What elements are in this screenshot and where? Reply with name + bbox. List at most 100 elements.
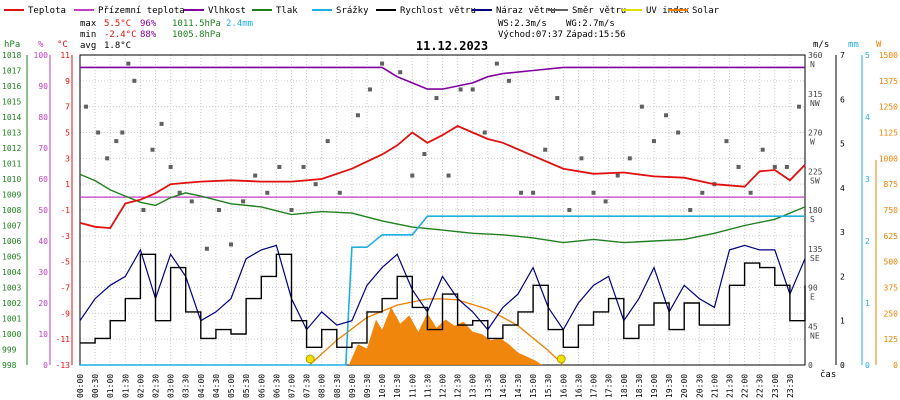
x-tick: 21:30 xyxy=(725,374,734,398)
solar-tick: 875 xyxy=(884,180,899,189)
x-tick: 12:30 xyxy=(454,374,463,398)
dir-tick-label: SE xyxy=(810,254,820,263)
x-tick: 14:30 xyxy=(514,374,523,398)
x-tick: 01:00 xyxy=(106,374,115,398)
x-tick: 19:00 xyxy=(650,374,659,398)
wind-dir-point xyxy=(301,164,306,169)
press-tick: 1000 xyxy=(2,330,21,339)
wind-dir-point xyxy=(615,173,620,178)
press-tick: 1014 xyxy=(2,113,21,122)
wind-dir-point xyxy=(760,147,765,152)
stat-hum: 88% xyxy=(140,30,157,40)
dir-tick-label: SW xyxy=(810,176,820,185)
x-tick: 03:30 xyxy=(182,374,191,398)
hum-tick: 100 xyxy=(34,51,49,60)
x-tick: 17:00 xyxy=(590,374,599,398)
humidity-line xyxy=(80,66,805,90)
wind-dir-point xyxy=(189,199,194,204)
solar-tick: 1000 xyxy=(879,154,898,163)
x-tick: 15:00 xyxy=(529,374,538,398)
legend-item: Tlak xyxy=(252,6,298,16)
temp-tick: -11 xyxy=(56,335,71,344)
press-tick: 1005 xyxy=(2,253,21,262)
solar-tick: 1375 xyxy=(879,77,898,86)
wind-dir-point xyxy=(368,87,372,92)
wind-dir-point xyxy=(84,104,89,109)
hum-tick: 30 xyxy=(38,268,48,277)
legend-item: Směr větru xyxy=(548,6,626,16)
temp-tick: 3 xyxy=(65,154,70,163)
axes: hPa% °C m/s mm W1018101710161015101410131012… xyxy=(2,40,898,398)
wind-unit: m/s xyxy=(813,40,829,50)
x-tick: 18:30 xyxy=(635,374,644,398)
wind-dir-point xyxy=(120,130,125,135)
x-tick: 05:00 xyxy=(227,374,236,398)
solar-tick: 1250 xyxy=(879,103,898,112)
dir-tick-label: N xyxy=(810,60,815,69)
x-tick: 23:30 xyxy=(786,374,795,398)
rain-tick: 5 xyxy=(865,51,870,60)
wind-dir-point xyxy=(651,139,656,144)
wind-tick: 7 xyxy=(840,51,845,60)
stat-label: max xyxy=(80,19,97,29)
solar-unit: W xyxy=(876,40,882,50)
x-tick: 18:00 xyxy=(620,374,629,398)
stat-temp: 1.8°C xyxy=(104,41,131,51)
x-tick: 13:00 xyxy=(469,374,478,398)
x-tick: 13:30 xyxy=(484,374,493,398)
wind-dir-point xyxy=(241,199,246,204)
x-tick: 21:00 xyxy=(710,374,719,398)
x-tick: 07:00 xyxy=(287,374,296,398)
x-tick: 22:30 xyxy=(756,374,765,398)
wind-dir-point xyxy=(168,164,173,169)
dir-tick: 45 xyxy=(808,322,818,331)
wind-dir-point xyxy=(639,104,644,109)
sunrise-marker xyxy=(305,354,315,364)
dir-tick: 135 xyxy=(808,245,823,254)
wind-dir-point xyxy=(289,208,294,212)
wind-dir-point xyxy=(627,156,632,161)
solar-tick: 750 xyxy=(884,206,899,215)
x-tick: 06:00 xyxy=(257,374,266,398)
x-tick: 15:30 xyxy=(544,374,553,398)
x-tick: 08:30 xyxy=(333,374,342,398)
hum-tick: 50 xyxy=(38,206,48,215)
wind-dir-point xyxy=(470,87,475,92)
temp-tick: -3 xyxy=(60,232,70,241)
wind-tick: 2 xyxy=(840,272,845,281)
temperature-line xyxy=(79,124,806,230)
x-tick: 10:30 xyxy=(393,374,402,398)
wind-dir-point xyxy=(277,164,282,169)
wind-dir-point xyxy=(114,139,119,144)
wind-tick: 6 xyxy=(840,95,845,104)
wind-tick: 0 xyxy=(840,361,845,370)
legend-item: UV index xyxy=(622,6,690,16)
solar-tick: 250 xyxy=(884,309,899,318)
x-tick: 09:00 xyxy=(348,374,357,398)
x-tick: 02:00 xyxy=(136,374,145,398)
rain-tick: 3 xyxy=(865,175,870,184)
wind-dir-point xyxy=(736,164,741,169)
legend-item: Teplota xyxy=(4,6,66,16)
temp-tick: -13 xyxy=(56,361,71,370)
wind-dir-point xyxy=(482,130,487,135)
dir-tick-label: S xyxy=(810,215,815,224)
legend-label: Teplota xyxy=(28,6,66,16)
wind-dir-point xyxy=(796,104,801,109)
x-tick: 23:00 xyxy=(771,374,780,398)
x-tick: 05:30 xyxy=(242,374,251,398)
x-tick: 20:30 xyxy=(695,374,704,398)
wind-dir-point xyxy=(579,156,584,161)
x-tick: 00:30 xyxy=(91,374,100,398)
x-tick: 14:00 xyxy=(499,374,508,398)
press-tick: 999 xyxy=(2,346,17,355)
solar-tick: 0 xyxy=(893,361,898,370)
press-unit: hPa xyxy=(4,40,20,50)
press-tick: 1013 xyxy=(2,129,21,138)
wind-dir-point xyxy=(700,190,705,195)
legend-label: Solar xyxy=(692,6,720,16)
dir-tick-label: W xyxy=(810,138,815,147)
x-tick: 19:30 xyxy=(665,374,674,398)
press-tick: 1010 xyxy=(2,175,21,184)
